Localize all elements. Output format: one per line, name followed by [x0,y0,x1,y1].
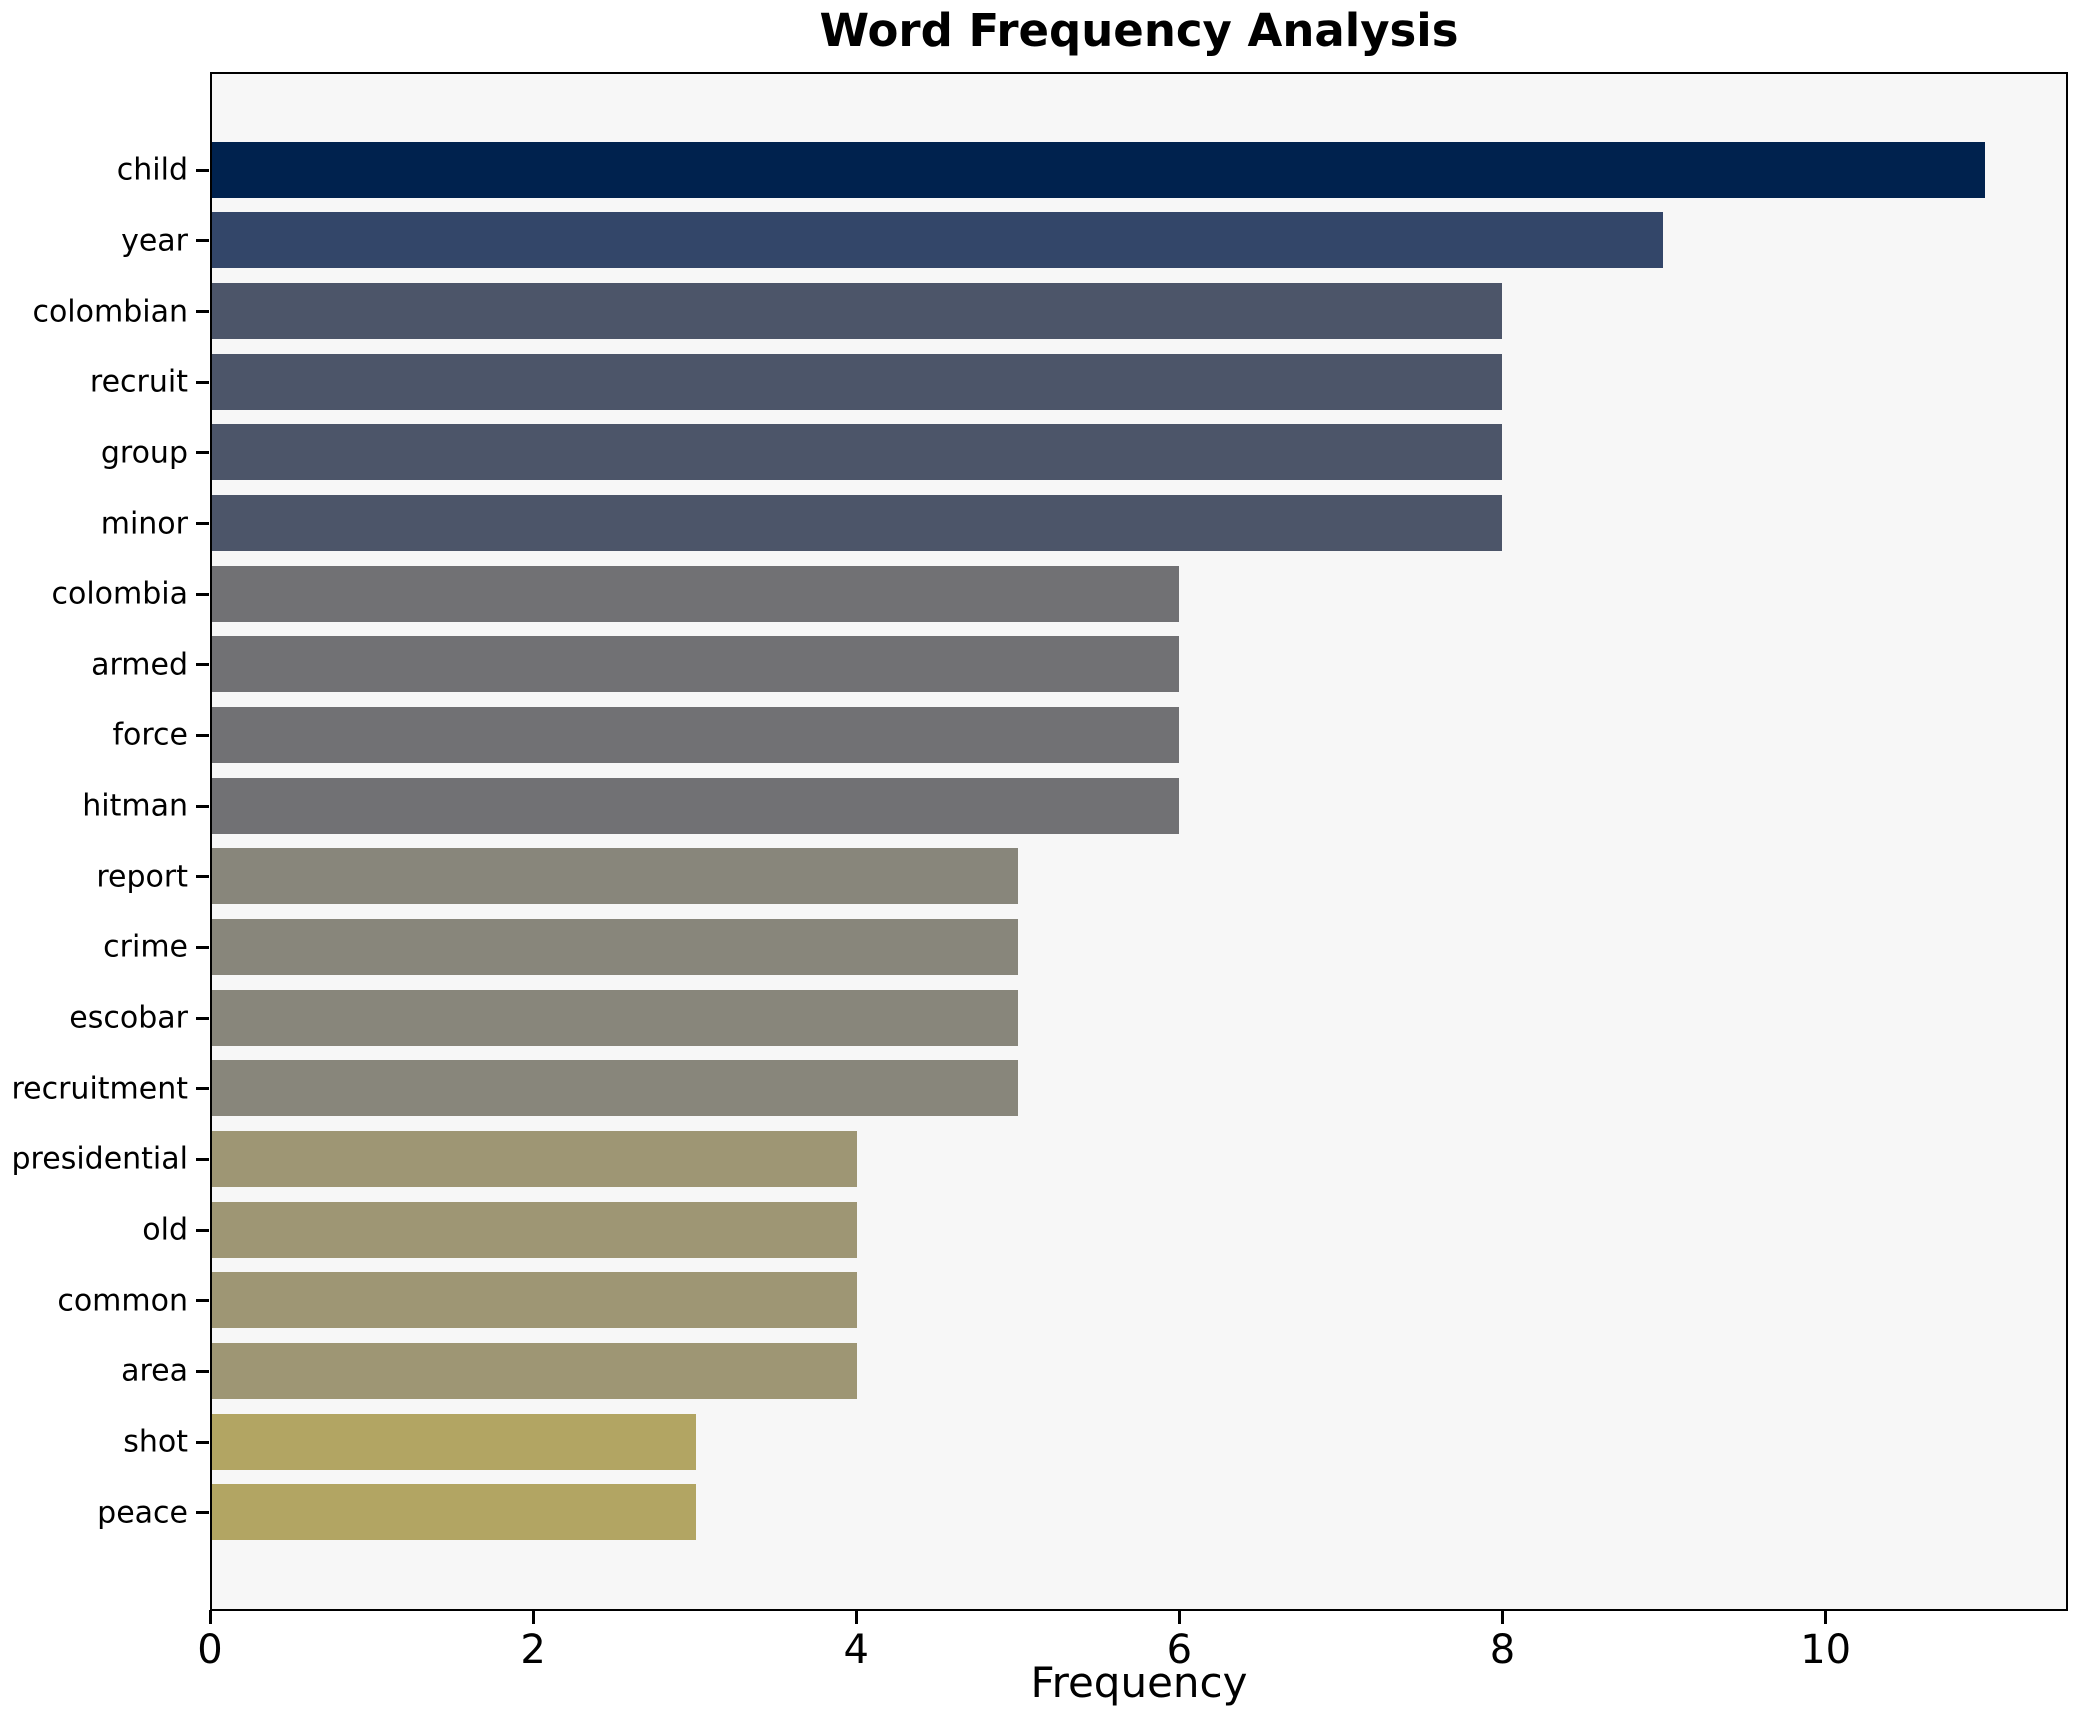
bar-common [212,1272,857,1329]
chart-title: Word Frequency Analysis [819,4,1459,57]
x-axis-label: Frequency [1030,1658,1248,1707]
bar-area [212,1342,857,1399]
y-tick-label-crime: crime [103,929,188,965]
y-tick-label-colombian: colombian [32,294,188,330]
y-tick-label-force: force [112,717,188,753]
x-tick-label-8: 8 [1489,1627,1516,1673]
bar-child [212,141,1986,198]
y-tick-label-recruitment: recruitment [11,1071,188,1107]
x-tick-mark [1501,1610,1505,1624]
x-tick-mark [1824,1610,1828,1624]
x-tick-label-0: 0 [197,1627,223,1673]
y-tick-label-armed: armed [91,647,188,683]
bar-year [212,212,1663,269]
y-tick-label-area: area [121,1353,188,1389]
x-tick-mark [531,1610,535,1624]
bar-armed [212,636,1180,693]
y-tick-label-old: old [142,1212,188,1248]
x-tick-label-10: 10 [1800,1627,1852,1673]
bar-peace [212,1484,696,1541]
y-tick-mark [196,1369,209,1373]
bar-colombia [212,565,1180,622]
y-tick-mark [196,1440,209,1444]
bar-report [212,848,1019,905]
y-tick-label-recruit: recruit [89,364,188,400]
x-tick-label-2: 2 [520,1627,546,1673]
bar-hitman [212,777,1180,834]
y-tick-mark [196,1299,209,1303]
bar-recruitment [212,1060,1019,1117]
y-tick-label-report: report [96,859,188,895]
y-tick-label-escobar: escobar [69,1000,188,1036]
x-tick-mark [1177,1610,1181,1624]
bar-minor [212,495,1502,551]
y-tick-mark [196,1016,209,1020]
bar-force [212,706,1180,763]
y-tick-label-minor: minor [100,506,188,541]
bar-old [212,1201,857,1258]
y-tick-label-child: child [116,152,188,188]
y-tick-mark [196,592,209,596]
x-tick-mark [854,1610,858,1624]
bar-group [212,424,1502,481]
bar-crime [212,918,1019,975]
y-tick-mark [196,945,209,949]
y-tick-mark [196,239,209,243]
y-tick-mark [196,310,209,314]
y-tick-mark [196,733,209,737]
x-tick-label-6: 6 [1166,1627,1193,1673]
y-tick-label-colombia: colombia [51,576,188,612]
y-tick-label-hitman: hitman [82,788,188,824]
bar-recruit [212,353,1502,410]
y-tick-mark [196,1087,209,1091]
bar-presidential [212,1130,857,1187]
x-tick-mark [208,1610,212,1624]
y-tick-label-presidential: presidential [11,1141,188,1177]
bar-colombian [212,283,1502,340]
y-tick-mark [196,1511,209,1515]
y-tick-mark [196,875,209,879]
x-tick-label-4: 4 [843,1627,869,1673]
y-tick-mark [196,168,209,172]
bar-shot [212,1413,696,1470]
y-tick-label-peace: peace [97,1495,188,1531]
y-tick-mark [196,1157,209,1161]
y-tick-mark [196,451,209,455]
y-tick-mark [196,522,209,525]
y-tick-label-year: year [121,223,188,259]
y-tick-mark [196,804,209,808]
y-tick-mark [196,1228,209,1232]
y-tick-mark [196,663,209,667]
y-tick-label-shot: shot [123,1424,188,1460]
plot-area [210,72,2068,1611]
y-tick-label-common: common [57,1283,188,1319]
bar-escobar [212,989,1019,1046]
y-tick-mark [196,380,209,384]
y-tick-label-group: group [100,435,188,471]
